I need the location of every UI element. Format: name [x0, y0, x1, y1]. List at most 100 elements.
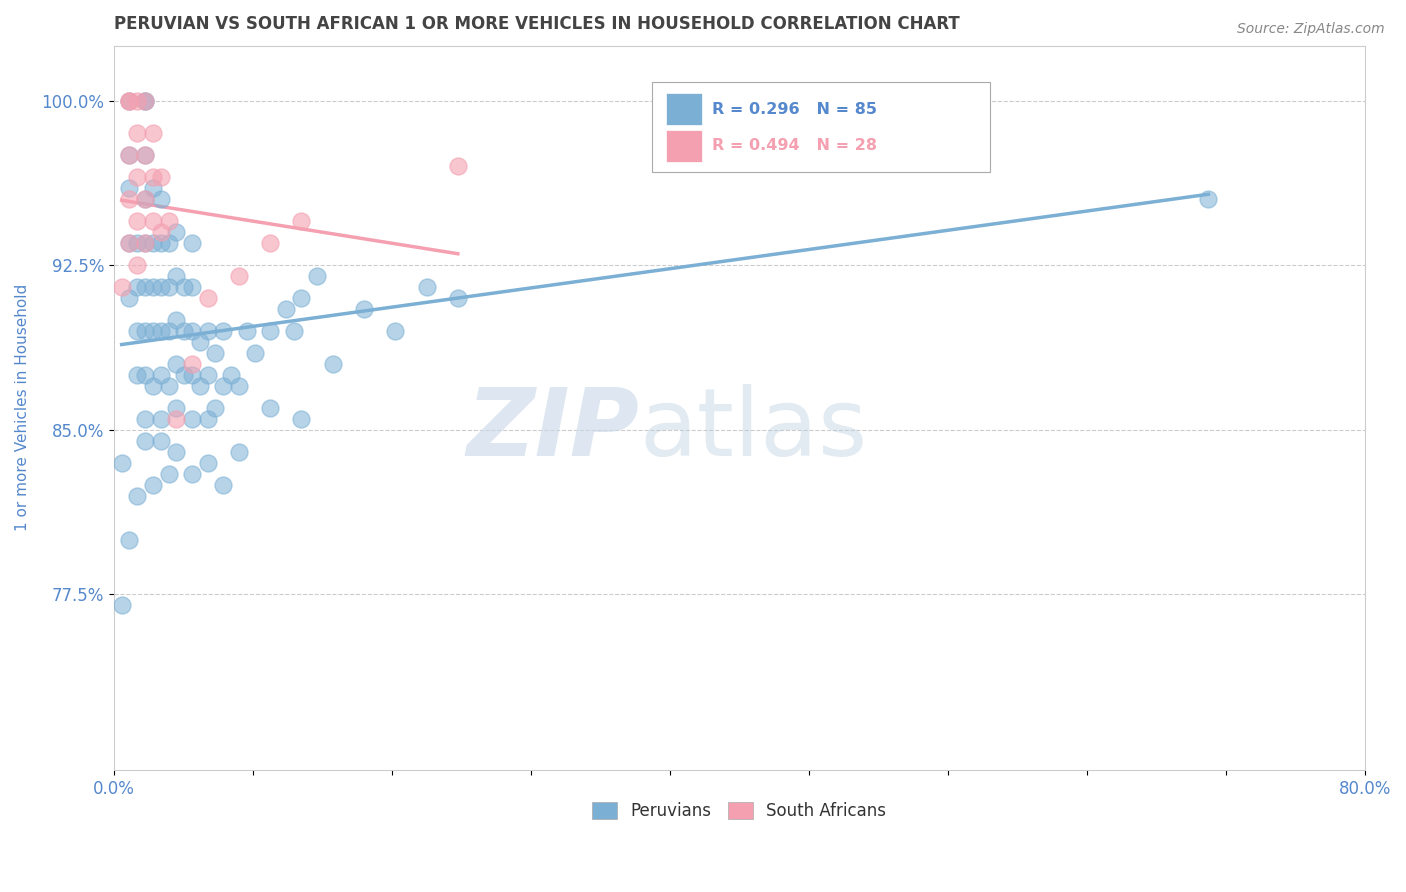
- Point: [134, 94, 156, 108]
- Point: [127, 280, 149, 294]
- Point: [204, 401, 226, 415]
- Point: [134, 236, 156, 251]
- Point: [134, 192, 156, 206]
- Point: [197, 291, 219, 305]
- Point: [149, 280, 172, 294]
- Point: [197, 456, 219, 470]
- Point: [181, 280, 204, 294]
- Point: [149, 225, 172, 239]
- Point: [197, 368, 219, 382]
- Point: [118, 181, 141, 195]
- Point: [447, 291, 470, 305]
- Point: [283, 324, 305, 338]
- Text: ZIP: ZIP: [467, 384, 640, 475]
- Text: atlas: atlas: [640, 384, 868, 475]
- Point: [127, 368, 149, 382]
- Point: [181, 467, 204, 481]
- Point: [274, 301, 297, 316]
- Point: [127, 324, 149, 338]
- Point: [157, 236, 180, 251]
- Point: [127, 214, 149, 228]
- Point: [1197, 192, 1219, 206]
- Point: [134, 324, 156, 338]
- FancyBboxPatch shape: [665, 129, 702, 161]
- Point: [142, 236, 165, 251]
- Point: [173, 324, 195, 338]
- Point: [149, 236, 172, 251]
- Point: [259, 236, 281, 251]
- Point: [157, 379, 180, 393]
- Point: [235, 324, 257, 338]
- Point: [134, 148, 156, 162]
- Point: [197, 412, 219, 426]
- Point: [322, 357, 344, 371]
- Point: [142, 127, 165, 141]
- Point: [353, 301, 375, 316]
- Point: [134, 192, 156, 206]
- Point: [118, 236, 141, 251]
- Point: [884, 94, 907, 108]
- Point: [181, 412, 204, 426]
- Point: [142, 379, 165, 393]
- Point: [118, 291, 141, 305]
- Point: [219, 368, 242, 382]
- Point: [149, 324, 172, 338]
- Point: [173, 280, 195, 294]
- Point: [134, 434, 156, 448]
- Point: [149, 412, 172, 426]
- Point: [165, 401, 187, 415]
- Point: [228, 444, 250, 458]
- Point: [212, 477, 235, 491]
- Point: [118, 533, 141, 547]
- Point: [165, 313, 187, 327]
- Point: [142, 324, 165, 338]
- Point: [212, 379, 235, 393]
- Point: [134, 412, 156, 426]
- Point: [111, 280, 134, 294]
- Point: [384, 324, 406, 338]
- Point: [134, 94, 156, 108]
- Point: [111, 599, 134, 613]
- Point: [118, 148, 141, 162]
- Point: [243, 346, 266, 360]
- Point: [142, 477, 165, 491]
- Point: [111, 456, 134, 470]
- Point: [165, 225, 187, 239]
- Point: [127, 127, 149, 141]
- Point: [149, 170, 172, 185]
- Point: [165, 269, 187, 284]
- Text: Source: ZipAtlas.com: Source: ZipAtlas.com: [1237, 22, 1385, 37]
- Point: [157, 280, 180, 294]
- Point: [157, 324, 180, 338]
- Point: [118, 192, 141, 206]
- Point: [165, 412, 187, 426]
- Point: [228, 269, 250, 284]
- Point: [127, 236, 149, 251]
- Point: [149, 192, 172, 206]
- Point: [259, 324, 281, 338]
- Point: [197, 324, 219, 338]
- Point: [118, 94, 141, 108]
- Point: [157, 214, 180, 228]
- Point: [118, 94, 141, 108]
- Point: [118, 148, 141, 162]
- Point: [127, 170, 149, 185]
- Point: [127, 94, 149, 108]
- Point: [118, 236, 141, 251]
- FancyBboxPatch shape: [665, 94, 702, 126]
- Point: [181, 324, 204, 338]
- Point: [188, 379, 211, 393]
- Point: [127, 489, 149, 503]
- Point: [134, 368, 156, 382]
- Point: [165, 357, 187, 371]
- Point: [290, 291, 312, 305]
- Point: [290, 412, 312, 426]
- Point: [134, 280, 156, 294]
- Point: [204, 346, 226, 360]
- FancyBboxPatch shape: [652, 82, 990, 172]
- Point: [165, 444, 187, 458]
- Legend: Peruvians, South Africans: Peruvians, South Africans: [585, 796, 893, 827]
- Point: [127, 258, 149, 272]
- Point: [157, 467, 180, 481]
- Y-axis label: 1 or more Vehicles in Household: 1 or more Vehicles in Household: [15, 285, 30, 532]
